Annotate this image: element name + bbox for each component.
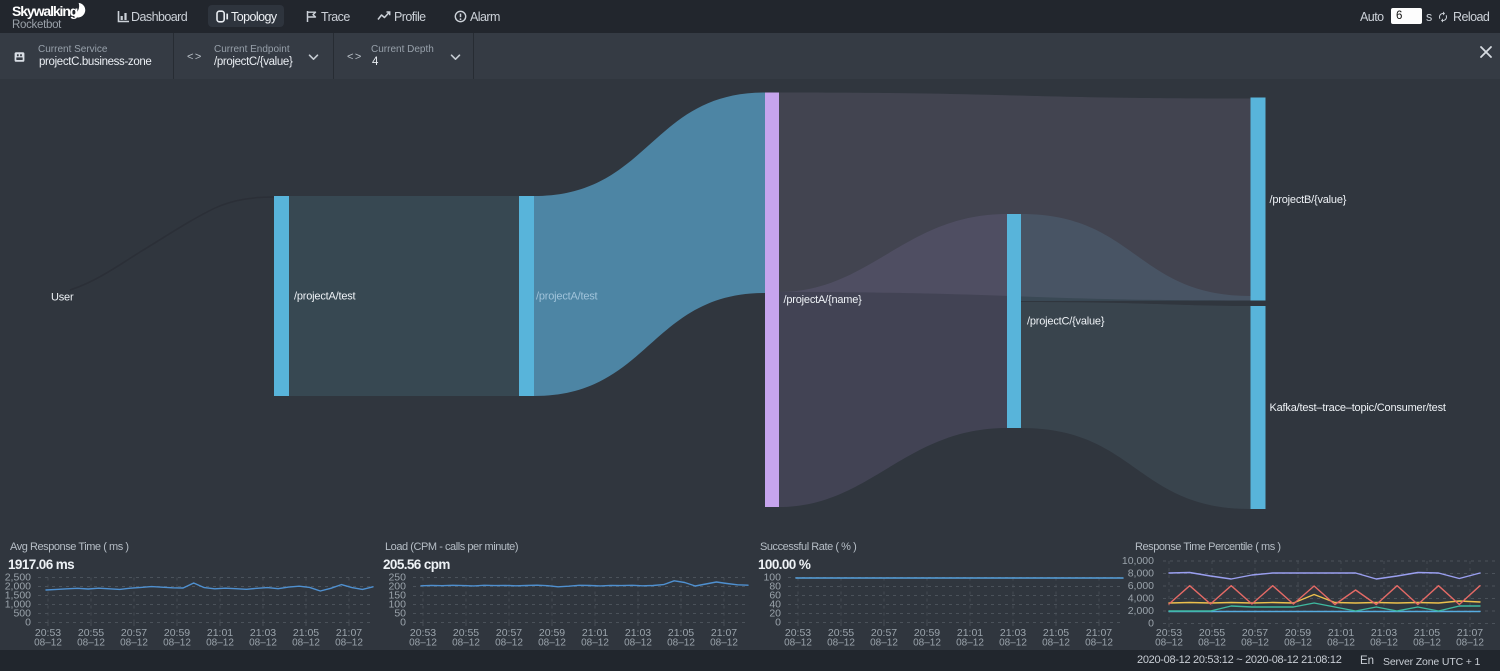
svg-text:6,000: 6,000 <box>1128 580 1154 592</box>
svg-text:50: 50 <box>394 607 406 619</box>
svg-text:21:01: 21:01 <box>582 627 608 639</box>
svg-text:08–12: 08–12 <box>1370 638 1398 649</box>
svg-text:500: 500 <box>13 607 31 619</box>
svg-text:20:57: 20:57 <box>496 627 522 639</box>
svg-text:/projectC/{value}: /projectC/{value} <box>1027 315 1105 327</box>
svg-text:10,000: 10,000 <box>1122 555 1154 567</box>
svg-text:08–12: 08–12 <box>784 638 812 649</box>
svg-text:21:03: 21:03 <box>625 627 651 639</box>
svg-text:20:55: 20:55 <box>1199 627 1225 639</box>
svg-text:21:05: 21:05 <box>1414 627 1440 639</box>
svg-text:08–12: 08–12 <box>163 638 191 649</box>
svg-text:20:53: 20:53 <box>410 627 436 639</box>
svg-text:21:07: 21:07 <box>711 627 737 639</box>
svg-text:20:59: 20:59 <box>1285 627 1311 639</box>
svg-text:08–12: 08–12 <box>1042 638 1070 649</box>
svg-text:08–12: 08–12 <box>1155 638 1183 649</box>
svg-text:21:03: 21:03 <box>1371 627 1397 639</box>
svg-text:40: 40 <box>769 598 781 610</box>
svg-text:/projectB/{value}: /projectB/{value} <box>1270 194 1347 206</box>
svg-text:08–12: 08–12 <box>77 638 105 649</box>
svg-text:08–12: 08–12 <box>409 638 437 649</box>
svg-text:0: 0 <box>400 616 406 628</box>
svg-text:08–12: 08–12 <box>538 638 566 649</box>
svg-text:20:57: 20:57 <box>871 627 897 639</box>
svg-text:08–12: 08–12 <box>1413 638 1441 649</box>
svg-text:08–12: 08–12 <box>34 638 62 649</box>
svg-text:8,000: 8,000 <box>1128 567 1154 579</box>
svg-text:20:55: 20:55 <box>78 627 104 639</box>
svg-text:100: 100 <box>388 598 406 610</box>
svg-text:1,000: 1,000 <box>5 598 31 610</box>
svg-text:08–12: 08–12 <box>1284 638 1312 649</box>
svg-text:100: 100 <box>763 571 781 583</box>
svg-text:21:07: 21:07 <box>336 627 362 639</box>
svg-text:0: 0 <box>25 616 31 628</box>
svg-text:20:59: 20:59 <box>914 627 940 639</box>
svg-text:21:01: 21:01 <box>1328 627 1354 639</box>
svg-text:08–12: 08–12 <box>495 638 523 649</box>
svg-text:08–12: 08–12 <box>452 638 480 649</box>
svg-text:0: 0 <box>775 616 781 628</box>
svg-text:21:05: 21:05 <box>668 627 694 639</box>
svg-text:08–12: 08–12 <box>1198 638 1226 649</box>
svg-text:21:07: 21:07 <box>1457 627 1483 639</box>
svg-text:08–12: 08–12 <box>120 638 148 649</box>
svg-text:2,000: 2,000 <box>1128 605 1154 617</box>
svg-text:2,000: 2,000 <box>5 580 31 592</box>
svg-text:08–12: 08–12 <box>1327 638 1355 649</box>
svg-text:08–12: 08–12 <box>206 638 234 649</box>
svg-text:4,000: 4,000 <box>1128 592 1154 604</box>
svg-text:21:03: 21:03 <box>250 627 276 639</box>
svg-text:08–12: 08–12 <box>956 638 984 649</box>
svg-text:08–12: 08–12 <box>335 638 363 649</box>
svg-text:08–12: 08–12 <box>667 638 695 649</box>
svg-text:Kafka/test–trace–topic/Consume: Kafka/test–trace–topic/Consumer/test <box>1270 402 1446 414</box>
svg-text:21:01: 21:01 <box>957 627 983 639</box>
svg-text:20:57: 20:57 <box>1242 627 1268 639</box>
svg-text:08–12: 08–12 <box>1241 638 1269 649</box>
svg-text:08–12: 08–12 <box>1456 638 1484 649</box>
svg-text:/projectA/{name}: /projectA/{name} <box>784 294 863 306</box>
svg-text:08–12: 08–12 <box>999 638 1027 649</box>
svg-text:08–12: 08–12 <box>292 638 320 649</box>
svg-text:21:03: 21:03 <box>1000 627 1026 639</box>
svg-text:User: User <box>51 291 74 303</box>
svg-text:20:55: 20:55 <box>828 627 854 639</box>
svg-text:150: 150 <box>388 589 406 601</box>
svg-text:20: 20 <box>769 607 781 619</box>
svg-text:250: 250 <box>388 571 406 583</box>
svg-text:21:05: 21:05 <box>1043 627 1069 639</box>
svg-text:0: 0 <box>1148 617 1154 629</box>
svg-text:80: 80 <box>769 580 781 592</box>
svg-text:20:55: 20:55 <box>453 627 479 639</box>
svg-text:08–12: 08–12 <box>827 638 855 649</box>
svg-text:08–12: 08–12 <box>1085 638 1113 649</box>
svg-text:21:01: 21:01 <box>207 627 233 639</box>
svg-text:2,500: 2,500 <box>5 571 31 583</box>
svg-text:60: 60 <box>769 589 781 601</box>
svg-text:08–12: 08–12 <box>581 638 609 649</box>
svg-text:08–12: 08–12 <box>870 638 898 649</box>
svg-text:20:59: 20:59 <box>164 627 190 639</box>
svg-text:20:53: 20:53 <box>1156 627 1182 639</box>
svg-text:08–12: 08–12 <box>710 638 738 649</box>
svg-text:200: 200 <box>388 580 406 592</box>
svg-text:20:57: 20:57 <box>121 627 147 639</box>
svg-text:20:53: 20:53 <box>35 627 61 639</box>
svg-text:/projectA/test: /projectA/test <box>294 290 356 302</box>
svg-text:21:07: 21:07 <box>1086 627 1112 639</box>
svg-text:08–12: 08–12 <box>624 638 652 649</box>
svg-text:21:05: 21:05 <box>293 627 319 639</box>
svg-text:20:53: 20:53 <box>785 627 811 639</box>
svg-text:1,500: 1,500 <box>5 589 31 601</box>
svg-text:08–12: 08–12 <box>913 638 941 649</box>
svg-text:/projectA/test: /projectA/test <box>536 290 598 302</box>
svg-text:08–12: 08–12 <box>249 638 277 649</box>
svg-text:20:59: 20:59 <box>539 627 565 639</box>
